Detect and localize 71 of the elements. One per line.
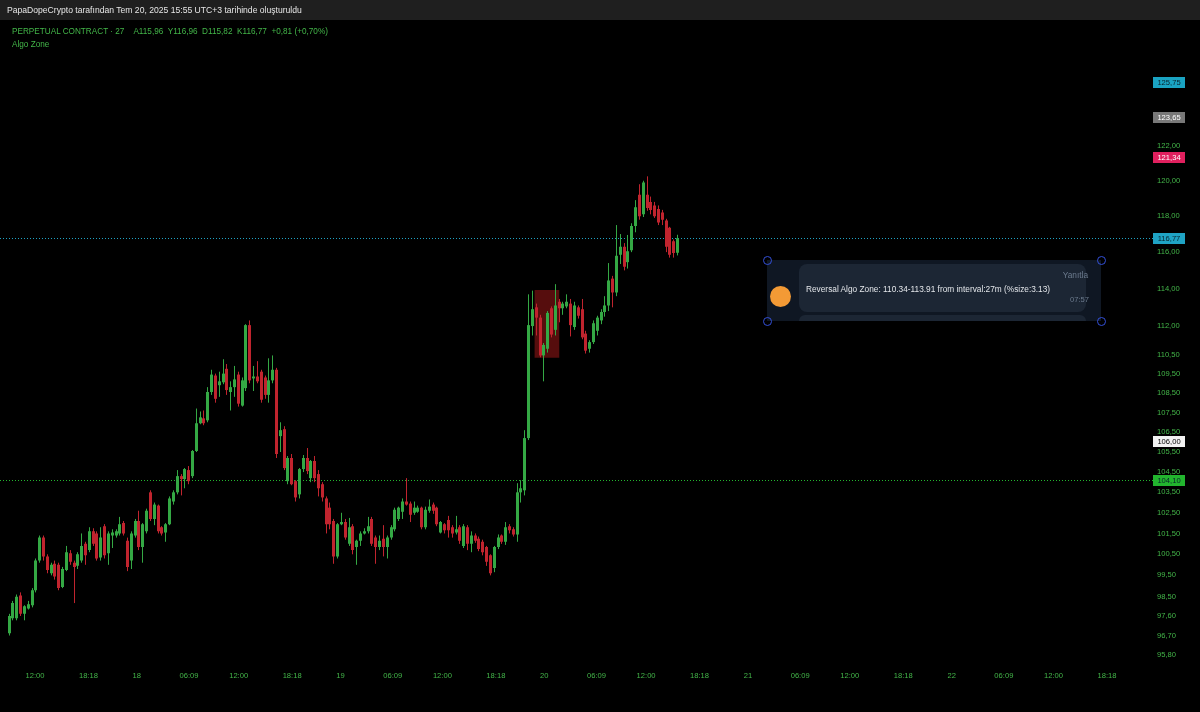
candlestick	[306, 447, 309, 475]
candlestick	[309, 459, 312, 483]
candlestick	[458, 524, 461, 545]
candlestick	[623, 242, 626, 271]
candlestick	[80, 532, 83, 564]
candlestick	[348, 517, 351, 547]
candlestick	[19, 591, 22, 617]
candlestick	[46, 553, 49, 574]
candlestick	[267, 357, 270, 404]
candlestick	[218, 371, 221, 398]
candlestick	[401, 497, 404, 520]
candlestick	[409, 501, 412, 523]
candlestick	[107, 530, 110, 566]
annotation: Yanıtla	[1062, 270, 1088, 281]
candlestick	[355, 539, 358, 566]
candlestick	[569, 298, 572, 337]
candlestick	[229, 380, 232, 411]
candlestick	[646, 175, 649, 212]
candlestick	[88, 526, 91, 553]
candlestick	[462, 523, 465, 549]
candlestick	[73, 560, 76, 604]
candlestick	[634, 199, 637, 233]
candlestick	[180, 473, 183, 496]
candlestick	[535, 303, 538, 336]
candlestick	[386, 535, 389, 559]
candlestick	[84, 541, 87, 566]
candlestick	[493, 545, 496, 573]
candlestick	[225, 363, 228, 396]
candlestick	[611, 275, 614, 308]
candlestick	[153, 502, 156, 526]
candlestick	[470, 530, 473, 553]
candlestick	[164, 522, 167, 543]
candlestick	[573, 301, 576, 331]
candlestick	[187, 465, 190, 485]
candlestick	[286, 455, 289, 485]
candlestick	[619, 233, 622, 265]
candlestick	[424, 506, 427, 530]
candlestick	[271, 354, 274, 384]
candlestick	[99, 526, 102, 562]
candlestick	[382, 524, 385, 557]
candlestick	[111, 528, 114, 549]
candlestick	[466, 524, 469, 551]
candlestick	[222, 358, 225, 385]
chart-title: PERPETUAL CONTRACT · 27	[12, 27, 125, 36]
candlestick	[447, 515, 450, 539]
candlestick	[57, 562, 60, 591]
candlestick	[176, 469, 179, 495]
text: PapaDopeCrypto tarafından Tem 20, 2025 15:55 UTC+3 tarihinde oluşturuldu	[7, 4, 302, 16]
candlestick	[657, 204, 660, 226]
candlestick	[279, 421, 282, 453]
candlestick	[210, 369, 213, 396]
candlestick	[15, 594, 18, 621]
candlestick	[626, 234, 629, 270]
candlestick	[676, 234, 679, 256]
candlestick	[420, 506, 423, 530]
candlestick	[264, 375, 267, 400]
candlestick	[42, 535, 45, 562]
chart-subtitle: A115,96 Y116,96 D115,82 K116,77 +0,81 (+0,70%)	[133, 27, 328, 36]
candlestick	[351, 523, 354, 555]
candlestick	[638, 183, 641, 221]
candlestick	[233, 365, 236, 398]
annotation: Reversal Algo Zone: 110.34-113.91 from interval:27m (%size:3.13)	[806, 284, 1051, 295]
candlestick	[435, 506, 438, 527]
candlestick	[344, 518, 347, 541]
candlestick	[214, 373, 217, 404]
candlestick	[455, 515, 458, 535]
candlestick	[183, 467, 186, 489]
candlestick	[592, 319, 595, 345]
text: Algo Zone	[12, 39, 50, 51]
candlestick	[38, 535, 41, 564]
candlestick	[504, 521, 507, 546]
